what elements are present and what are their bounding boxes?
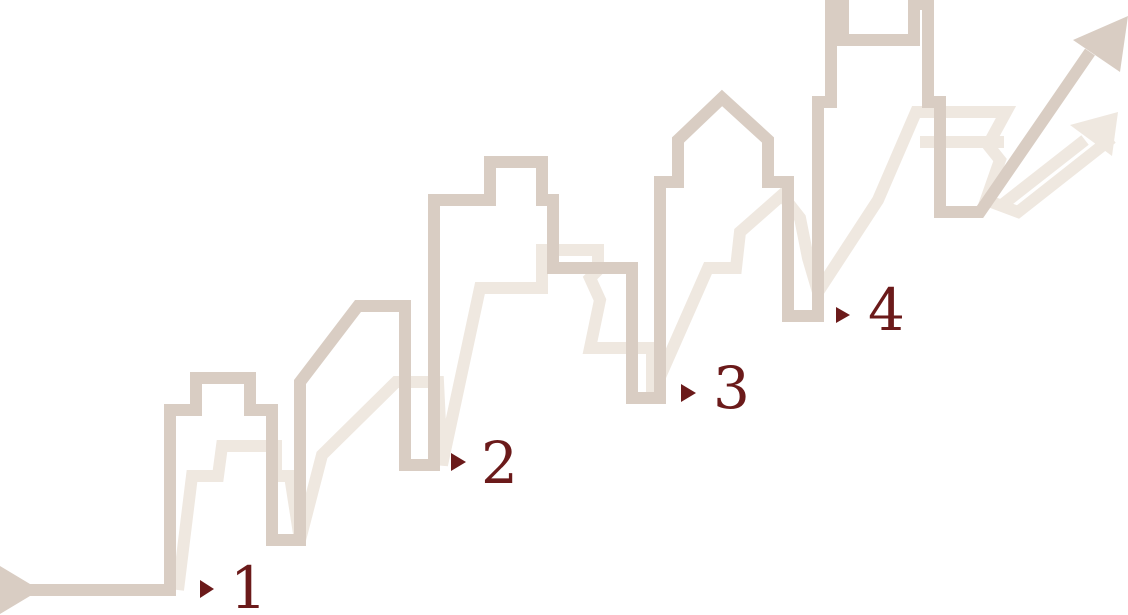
step-label: 2 (481, 429, 518, 497)
step-label: 1 (230, 554, 267, 615)
faded-arrow-head-icon (1070, 112, 1118, 156)
step-label: 3 (713, 354, 750, 422)
main-skyline (26, 0, 1095, 596)
triangle-marker-icon (451, 453, 466, 471)
step-4: 4 (836, 276, 905, 344)
step-2: 2 (451, 429, 518, 497)
main-skyline-path (26, 0, 1095, 596)
faded-arrow-shaft (998, 135, 1089, 210)
up-right-arrow-icon (1073, 16, 1128, 72)
step-1: 1 (200, 554, 267, 615)
step-label: 4 (868, 276, 905, 344)
faded-skyline-path (172, 106, 1116, 591)
triangle-marker-icon (681, 384, 696, 402)
step-3: 3 (681, 354, 750, 422)
triangle-marker-icon (200, 580, 214, 598)
triangle-marker-icon (836, 307, 850, 323)
start-arrow-icon (0, 566, 40, 614)
